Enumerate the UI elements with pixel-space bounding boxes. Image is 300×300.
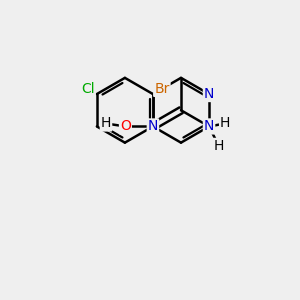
Text: H: H bbox=[101, 116, 111, 130]
Text: N: N bbox=[204, 87, 214, 101]
Text: Br: Br bbox=[154, 82, 170, 96]
Text: H: H bbox=[220, 116, 230, 130]
Text: N: N bbox=[148, 119, 158, 134]
Text: Cl: Cl bbox=[81, 82, 95, 96]
Text: O: O bbox=[120, 119, 131, 134]
Text: N: N bbox=[204, 119, 214, 134]
Text: H: H bbox=[214, 139, 224, 153]
